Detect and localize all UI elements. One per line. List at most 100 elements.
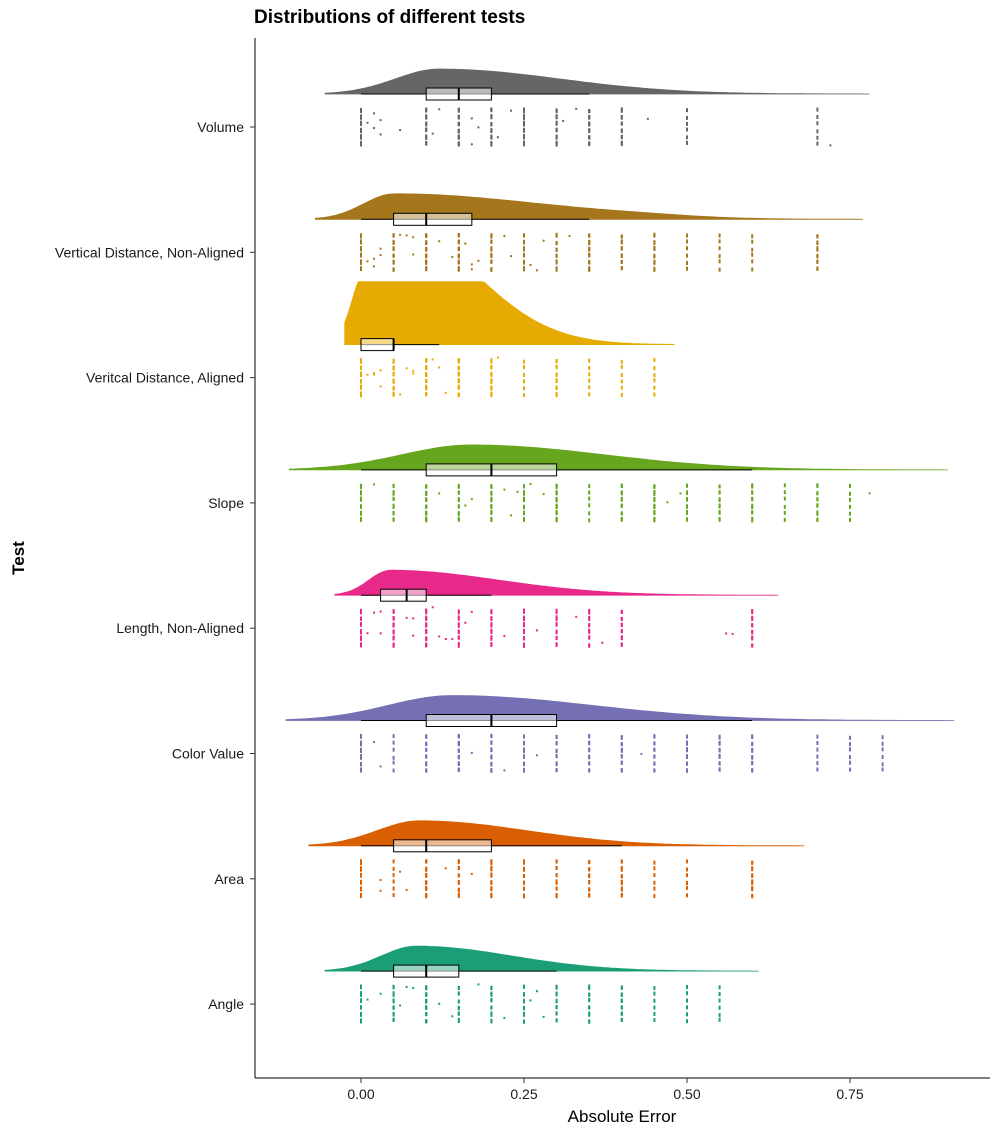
- rain-point: [686, 239, 688, 244]
- rain-point: [523, 860, 525, 865]
- rain-point: [523, 1019, 525, 1024]
- rain-point: [405, 234, 408, 237]
- rain-point: [653, 378, 656, 383]
- rain-point: [360, 635, 362, 640]
- rain-point: [620, 610, 623, 614]
- rain-point: [751, 867, 754, 872]
- rain-point: [490, 246, 493, 251]
- rain-point: [464, 242, 467, 245]
- rain-point: [392, 991, 395, 996]
- rain-point: [360, 517, 362, 521]
- rain-point: [751, 760, 754, 765]
- rain-point: [588, 734, 591, 739]
- rain-point: [555, 992, 558, 997]
- rain-point: [536, 990, 538, 993]
- rain-point: [392, 873, 395, 878]
- rain-point: [360, 740, 362, 745]
- rain-point: [555, 999, 558, 1004]
- rain-point: [425, 1012, 428, 1017]
- rain-point: [392, 893, 395, 898]
- rain-point: [360, 629, 362, 634]
- rain-point: [360, 643, 362, 648]
- rain-point: [620, 135, 623, 140]
- rain-point: [425, 1019, 428, 1024]
- rain-point: [523, 386, 525, 391]
- rain-point: [457, 128, 460, 133]
- rain-point: [751, 735, 754, 739]
- rain-point: [523, 393, 525, 398]
- rain-point: [653, 747, 656, 752]
- rain-point: [588, 629, 591, 634]
- rain-point: [360, 234, 362, 239]
- rain-point: [686, 253, 688, 258]
- rain-point: [490, 748, 493, 753]
- rain-point: [399, 233, 402, 236]
- rain-point: [399, 1004, 402, 1007]
- rain-point: [399, 129, 402, 132]
- rain-point: [457, 266, 460, 271]
- rain-point: [686, 140, 688, 145]
- rain-point: [542, 239, 545, 242]
- rain-point: [653, 866, 656, 871]
- rain-point: [686, 504, 688, 509]
- rain-point: [718, 259, 721, 264]
- rain-point: [457, 516, 460, 521]
- rain-point: [379, 385, 382, 388]
- rain-point: [588, 518, 591, 523]
- rain-point: [731, 632, 734, 635]
- rain-point: [490, 239, 493, 244]
- rain-point: [425, 261, 428, 266]
- rain-point: [379, 879, 382, 881]
- rain-point: [457, 504, 460, 509]
- rain-point: [503, 234, 506, 237]
- rain-point: [725, 632, 728, 635]
- rain-point: [503, 634, 506, 637]
- rain-point: [360, 266, 362, 271]
- rain-point: [379, 133, 382, 136]
- rain-point: [718, 239, 721, 244]
- rain-point: [490, 635, 493, 640]
- rain-point: [686, 135, 688, 140]
- rain-point: [392, 371, 395, 376]
- rain-point: [392, 496, 395, 501]
- x-tick-label: 0.00: [347, 1086, 374, 1102]
- rain-point: [588, 490, 591, 495]
- rain-point: [686, 734, 688, 739]
- rain-point: [816, 115, 819, 119]
- rain-point: [620, 484, 623, 488]
- rain-point: [438, 366, 441, 369]
- rain-point: [379, 254, 382, 257]
- rain-point: [425, 358, 428, 363]
- rain-point: [620, 636, 623, 641]
- rain-point: [555, 762, 558, 767]
- rain-point: [620, 140, 623, 145]
- rain-point: [490, 378, 493, 383]
- rain-point: [751, 894, 754, 899]
- rain-point: [490, 616, 493, 621]
- rain-point: [620, 393, 623, 397]
- rain-point: [588, 496, 591, 501]
- rain-point: [620, 992, 623, 997]
- rain-point: [751, 234, 754, 239]
- rain-point: [360, 253, 362, 258]
- rain-point: [555, 379, 558, 384]
- rain-point: [457, 629, 460, 634]
- rain-point: [620, 748, 623, 753]
- rain-point: [425, 761, 428, 766]
- rain-point: [425, 992, 428, 997]
- rain-point: [718, 246, 721, 251]
- rain-point: [620, 742, 623, 746]
- rain-point: [751, 887, 754, 892]
- rain-point: [438, 1002, 441, 1005]
- rain-point: [366, 373, 369, 376]
- rain-point: [620, 385, 623, 390]
- rain-point: [536, 629, 538, 632]
- rain-point: [588, 122, 591, 127]
- rain-point: [555, 880, 558, 885]
- rain-point: [392, 505, 395, 509]
- rain-point: [490, 873, 493, 878]
- rain-point: [405, 367, 408, 370]
- rain-point: [718, 1013, 721, 1018]
- rain-point: [588, 366, 591, 370]
